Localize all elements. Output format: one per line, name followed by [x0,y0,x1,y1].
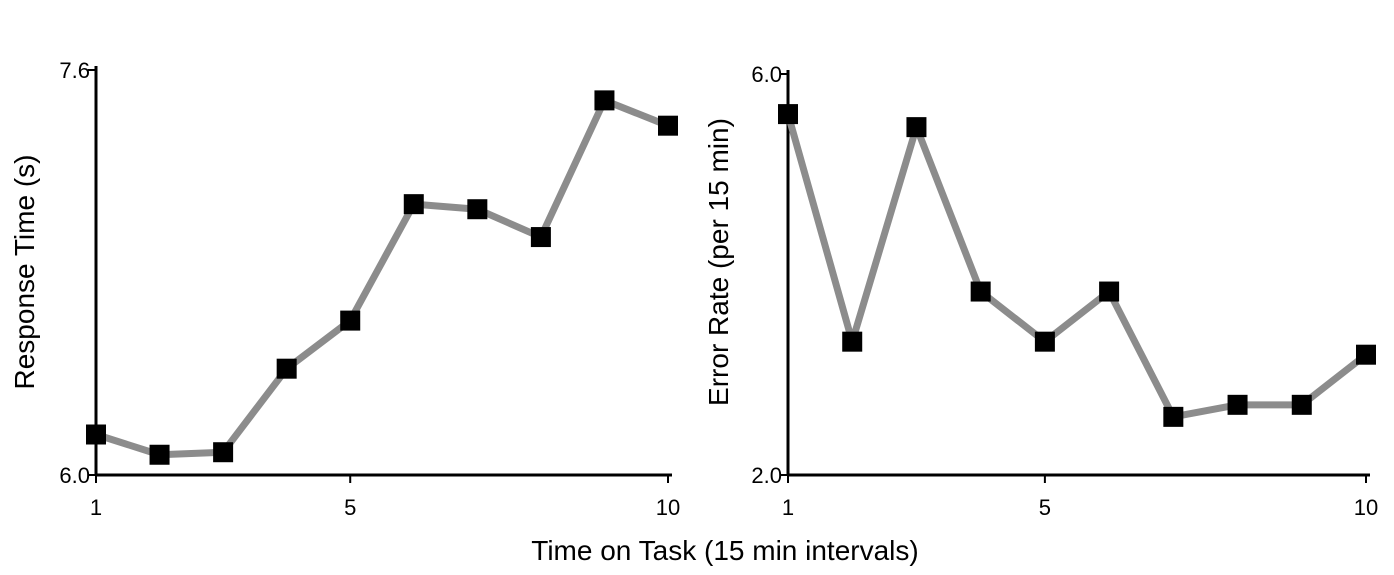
data-point-marker [276,358,297,379]
data-point-marker [658,115,678,136]
y-tick-label: 6.0 [59,463,90,488]
x-tick-label: 5 [1039,495,1051,520]
data-point-marker [970,281,991,302]
data-point-marker [149,444,170,465]
data-point-marker [1227,394,1248,415]
y-tick-label: 6.0 [751,62,782,87]
series-line [92,96,672,459]
x-tick-label: 10 [1354,495,1378,520]
data-point-marker [906,117,927,138]
x-tick-label: 1 [782,495,794,520]
data-point-marker [403,194,424,215]
data-point-marker [86,424,106,445]
data-point-marker [1291,394,1312,415]
data-point-marker [213,442,234,463]
data-point-marker [1034,331,1055,352]
y-axis-title: Error Rate (per 15 min) [703,118,734,406]
series-line [784,110,1370,421]
x-axis-title: Time on Task (15 min intervals) [531,535,918,566]
x-tick-label: 1 [90,495,102,520]
y-tick-label: 2.0 [751,463,782,488]
data-point-marker [340,310,361,331]
data-point-marker [594,90,615,111]
x-tick-label: 5 [344,495,356,520]
data-point-marker [1356,344,1376,365]
data-point-marker [1099,281,1120,302]
response-time-chart: 6.0 7.6 1 5 10 Response Time (s) [9,58,680,520]
data-point-marker [842,331,863,352]
error-rate-chart: 2.0 6.0 1 5 10 Error Rate (per 15 min) [703,62,1378,520]
x-tick-label: 10 [656,495,680,520]
y-tick-label: 7.6 [59,58,90,83]
data-point-marker [467,199,488,220]
y-axis-title: Response Time (s) [9,155,40,390]
data-point-marker [1163,406,1184,427]
data-point-marker [778,104,798,125]
data-point-marker [530,227,551,248]
